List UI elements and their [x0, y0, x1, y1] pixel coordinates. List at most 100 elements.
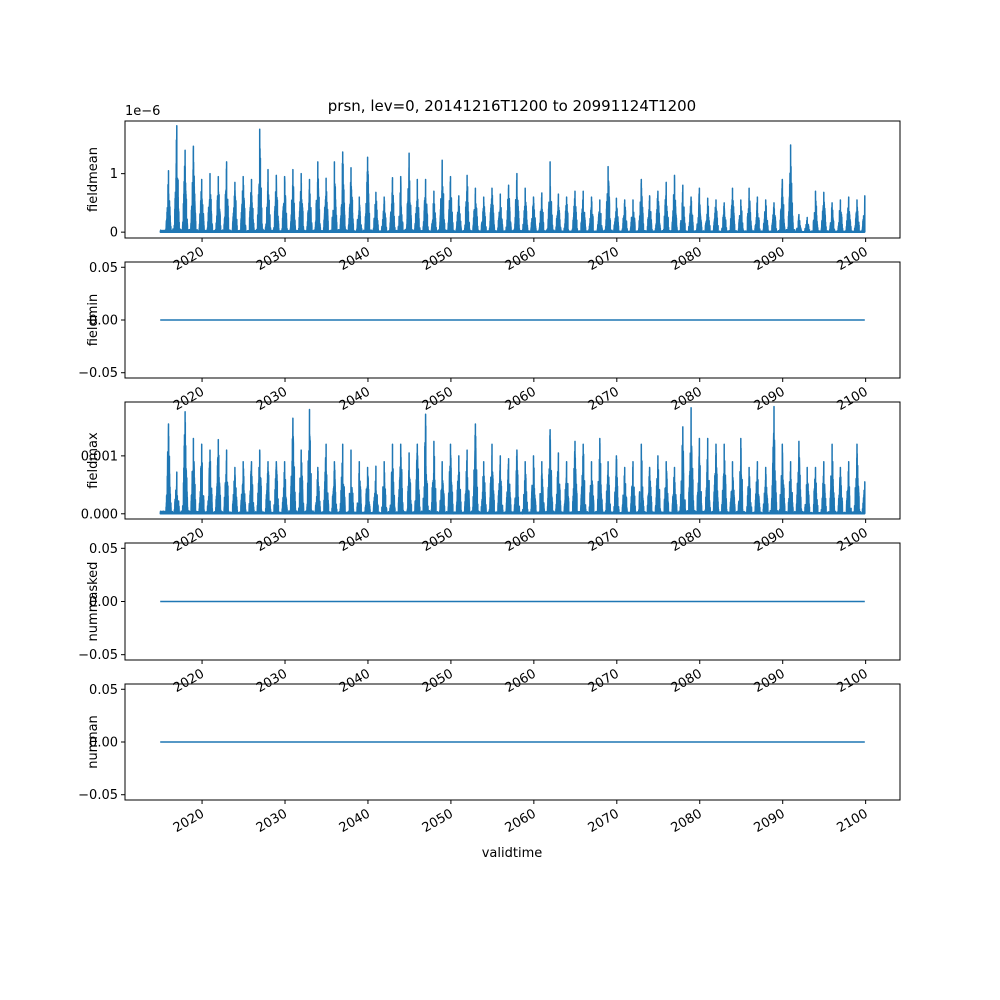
y-tick-fieldmax: 0.000 [81, 507, 125, 522]
offset-text: 1e−6 [125, 104, 160, 119]
panels: 0 1 1e−6 fieldmean 2020 2030 2040 2050 2060 2070 2… [78, 104, 901, 836]
x-tick-2040: 2040 [337, 660, 373, 696]
x-tick-label: 2060 [503, 666, 539, 696]
y-axis-label-fieldmin: fieldmin [86, 294, 101, 347]
x-tick-label: 2020 [171, 244, 207, 274]
x-tick-2050: 2050 [420, 238, 456, 274]
y-tick-fieldmin: 0.05 [89, 261, 125, 276]
x-tick-label: 2060 [503, 244, 539, 274]
x-tick-2090: 2090 [752, 238, 788, 274]
x-tick-label: 2040 [337, 806, 373, 836]
y-tick-fieldmean: 0 [110, 226, 125, 241]
x-tick-2080: 2080 [669, 378, 705, 414]
x-tick-2030: 2030 [254, 800, 290, 836]
x-tick-label: 2050 [420, 244, 456, 274]
y-tick-label: 0.05 [89, 683, 118, 698]
x-tick-label: 2080 [669, 384, 705, 414]
x-tick-label: 2020 [171, 384, 207, 414]
x-tick-label: 2070 [586, 666, 622, 696]
x-tick-label: 2030 [254, 525, 290, 555]
x-tick-2050: 2050 [420, 519, 456, 555]
x-tick-label: 2060 [503, 384, 539, 414]
x-tick-label: 2050 [420, 525, 456, 555]
x-tick-2090: 2090 [752, 800, 788, 836]
axes-frame-fieldmean [124, 120, 901, 239]
x-tick-2060: 2060 [503, 519, 539, 555]
chart-title: prsn, lev=0, 20141216T1200 to 20991124T1… [328, 97, 696, 115]
x-tick-label: 2020 [171, 525, 207, 555]
y-axis-label-nummasked: nummasked [86, 562, 101, 642]
x-tick-2030: 2030 [254, 238, 290, 274]
y-tick-nummasked: 0.05 [89, 542, 125, 557]
x-tick-2090: 2090 [752, 660, 788, 696]
panel-nummasked: −0.05 0.00 0.05 nummasked 2020 2030 2040 2050 20… [78, 542, 901, 696]
y-tick-fieldmax: 0.001 [81, 449, 125, 464]
x-tick-label: 2100 [834, 244, 870, 274]
y-tick-label: 0.05 [89, 261, 118, 276]
x-tick-label: 2040 [337, 666, 373, 696]
y-tick-fieldmean: 1 [110, 167, 125, 182]
y-tick-label: 1 [110, 167, 118, 182]
x-tick-2070: 2070 [586, 519, 622, 555]
x-tick-label: 2070 [586, 806, 622, 836]
y-axis-label-fieldmax: fieldmax [86, 432, 101, 489]
x-tick-2100: 2100 [834, 660, 871, 696]
x-axis-label: validtime [482, 846, 543, 861]
x-tick-label: 2080 [669, 525, 705, 555]
x-tick-2100: 2100 [834, 238, 871, 274]
x-tick-2090: 2090 [752, 378, 788, 414]
x-tick-label: 2090 [752, 806, 788, 836]
y-axis-label-numnan: numnan [86, 715, 101, 769]
x-tick-label: 2050 [420, 666, 456, 696]
x-tick-2070: 2070 [586, 378, 622, 414]
x-tick-2020: 2020 [171, 660, 207, 696]
y-tick-label: −0.05 [78, 366, 118, 381]
axes-frame-fieldmax [124, 401, 901, 520]
x-tick-label: 2080 [669, 806, 705, 836]
x-tick-2070: 2070 [586, 800, 622, 836]
x-tick-label: 2040 [337, 525, 373, 555]
series-line-fieldmax [159, 405, 866, 515]
x-tick-2030: 2030 [254, 660, 290, 696]
x-tick-2080: 2080 [669, 238, 705, 274]
x-tick-2080: 2080 [669, 519, 705, 555]
panel-fieldmean: 0 1 1e−6 fieldmean 2020 2030 2040 2050 2060 2070 2… [86, 104, 901, 274]
y-tick-numnan: 0.05 [89, 683, 125, 698]
x-tick-label: 2090 [752, 244, 788, 274]
x-tick-2090: 2090 [752, 519, 788, 555]
y-tick-label: 0.00 [89, 314, 118, 329]
x-tick-2030: 2030 [254, 519, 290, 555]
x-tick-label: 2020 [171, 666, 207, 696]
x-tick-label: 2080 [669, 666, 705, 696]
y-tick-fieldmin: −0.05 [78, 366, 125, 381]
y-tick-label: 0 [110, 226, 118, 241]
x-tick-label: 2050 [420, 384, 456, 414]
x-tick-2040: 2040 [337, 378, 373, 414]
x-tick-label: 2040 [337, 384, 373, 414]
x-tick-2040: 2040 [337, 238, 373, 274]
panel-fieldmin: −0.05 0.00 0.05 fieldmin 2020 2030 2040 2050 206… [78, 261, 901, 414]
x-tick-2060: 2060 [503, 238, 539, 274]
x-tick-2060: 2060 [503, 800, 539, 836]
y-tick-label: 0.05 [89, 542, 118, 557]
x-tick-2070: 2070 [586, 660, 622, 696]
y-tick-numnan: −0.05 [78, 788, 125, 803]
x-tick-2040: 2040 [337, 800, 373, 836]
x-tick-label: 2090 [752, 525, 788, 555]
y-tick-label: 0.001 [81, 449, 118, 464]
x-tick-label: 2090 [752, 666, 788, 696]
x-tick-2050: 2050 [420, 660, 456, 696]
x-tick-label: 2100 [834, 384, 870, 414]
y-tick-numnan: 0.00 [89, 736, 125, 751]
x-tick-label: 2100 [834, 666, 870, 696]
x-tick-2080: 2080 [669, 800, 705, 836]
y-tick-label: −0.05 [78, 788, 118, 803]
x-tick-label: 2100 [834, 525, 870, 555]
x-tick-label: 2050 [420, 806, 456, 836]
x-tick-2100: 2100 [834, 519, 871, 555]
x-tick-2080: 2080 [669, 660, 705, 696]
x-tick-2020: 2020 [171, 519, 207, 555]
series-line-fieldmean [159, 124, 866, 233]
x-tick-label: 2060 [503, 806, 539, 836]
